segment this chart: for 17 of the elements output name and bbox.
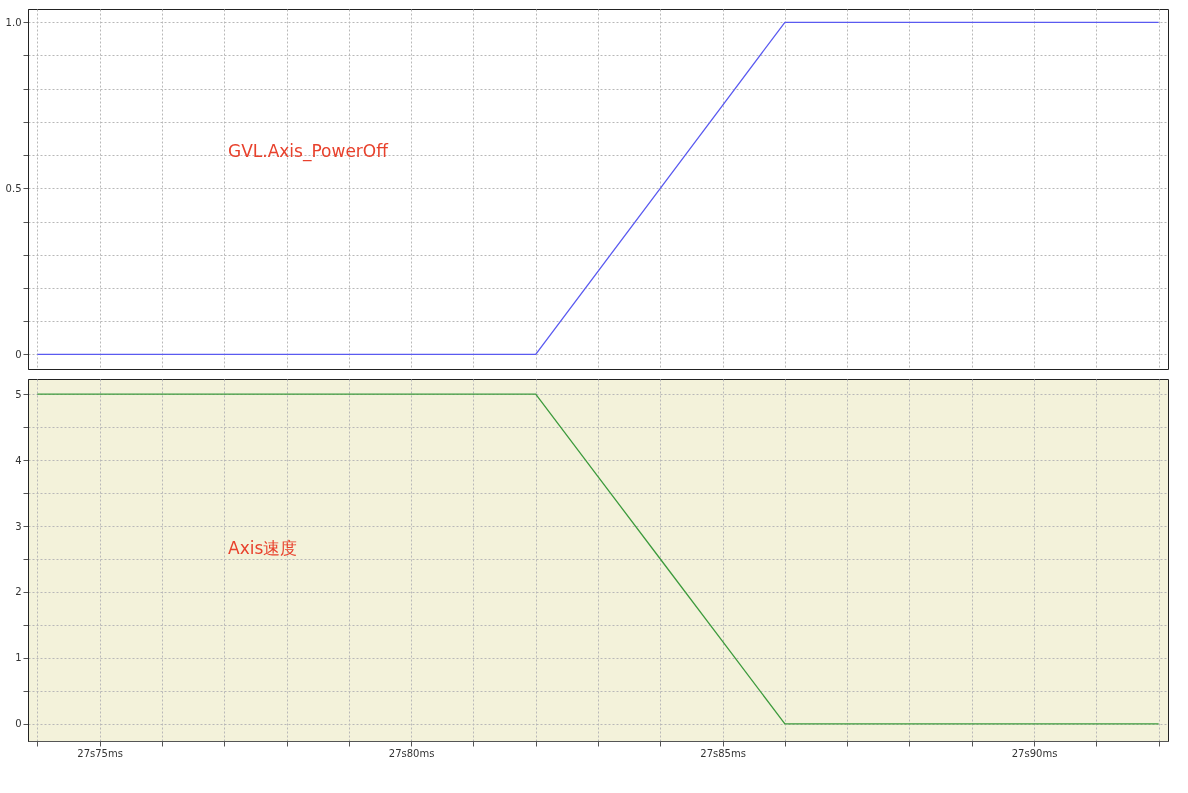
y-tick-label: 2 <box>15 586 22 598</box>
y-tick-label: 0.5 <box>5 182 22 194</box>
x-tick-label: 27s80ms <box>388 747 435 759</box>
y-tick-label: 1.0 <box>5 16 22 28</box>
y-tick-label: 4 <box>15 454 22 466</box>
x-tick-label: 27s75ms <box>77 747 123 759</box>
x-tick-label: 27s85ms <box>700 747 746 759</box>
y-tick-label: 0 <box>15 348 22 360</box>
y-tick-label: 1 <box>15 652 22 664</box>
y-tick-label: 5 <box>15 388 22 400</box>
x-tick-label: 27s90ms <box>1011 747 1058 759</box>
annotation: GVL.Axis_PowerOff <box>228 141 390 162</box>
line-series <box>36 21 1160 356</box>
line-series <box>36 393 1160 725</box>
y-tick-label: 3 <box>15 520 22 532</box>
y-tick-label: 0 <box>15 718 22 730</box>
annotation: Axis速度 <box>228 538 298 558</box>
